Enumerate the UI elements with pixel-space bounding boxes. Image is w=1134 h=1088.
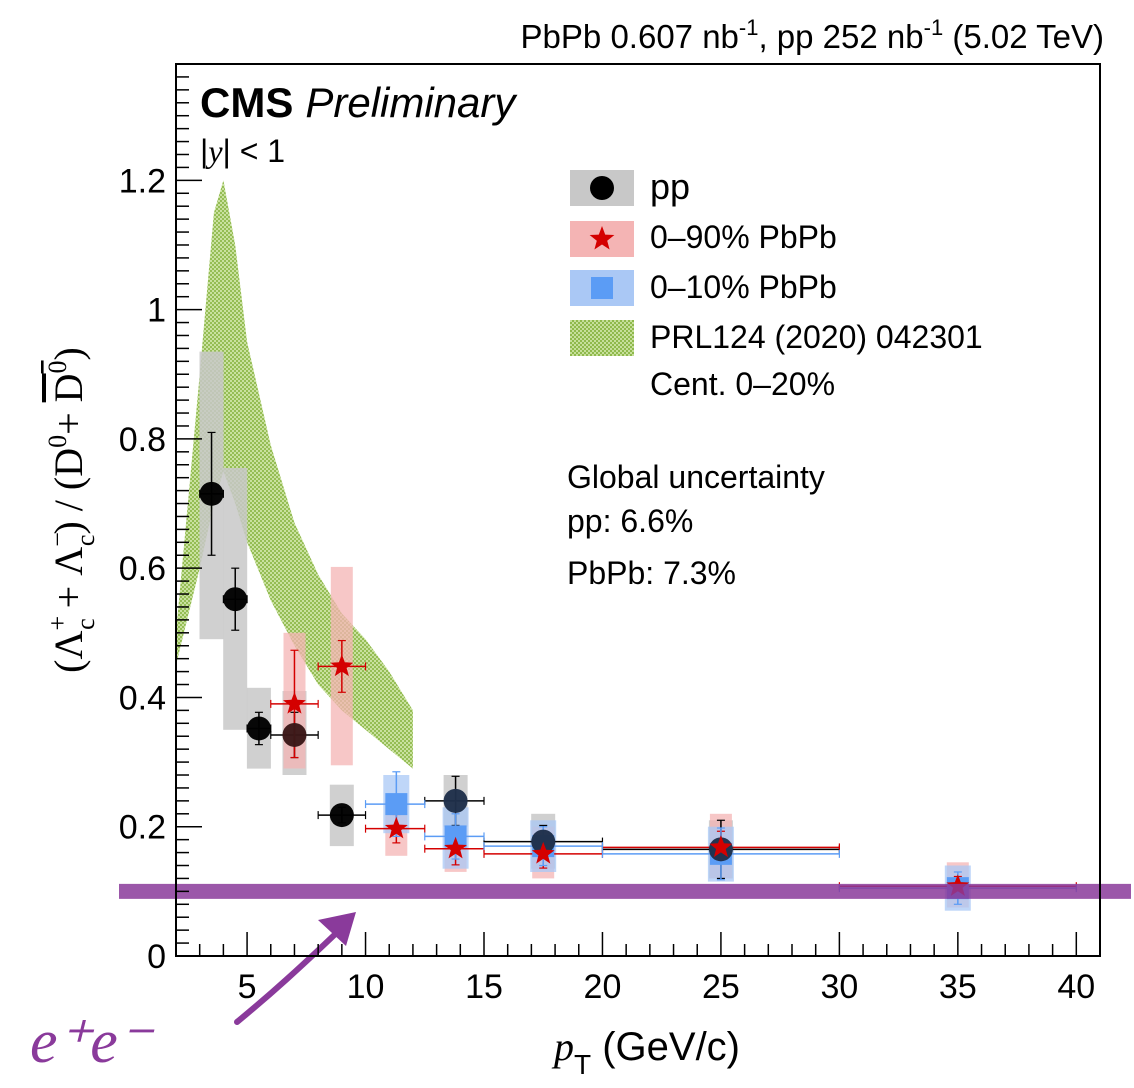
pbpb-0-90-point-2 (384, 816, 408, 839)
legend-marker-star (589, 226, 615, 250)
global-uncertainty-pbpb: PbPb: 7.3% (567, 555, 736, 591)
y-tick-label-6: 1.2 (119, 162, 166, 200)
legend-marker-square (591, 277, 613, 299)
experiment-name: CMS (200, 79, 293, 126)
pp-point-1 (223, 587, 248, 612)
y-tick-label-3: 0.6 (119, 550, 166, 588)
y-tick-label-4: 0.8 (119, 421, 166, 459)
pp-point-5 (443, 788, 468, 813)
global-uncertainty-pp: pp: 6.6% (567, 503, 693, 539)
pbpb-0-90-point-4 (531, 841, 555, 864)
tick-labels: 5 10 15 20 25 30 35 40 0 0.2 0.4 0.6 0.8 1 1.2 (119, 162, 1095, 1006)
legend-entry-pp: pp (570, 166, 690, 207)
legend-marker-pp (590, 176, 614, 200)
legend-label-pbpb-0-90: 0–90% PbPb (650, 219, 837, 255)
legend-entry-model: PRL124 (2020) 042301 Cent. 0–20% (570, 319, 983, 402)
x-axis-title: pT (GeV/c) (551, 1024, 740, 1080)
legend-label-pbpb-0-10: 0–10% PbPb (650, 269, 837, 305)
x-tick-label-30: 30 (820, 968, 858, 1006)
pbpb-0-10-point-1 (444, 825, 467, 848)
legend-label-pp: pp (650, 166, 690, 207)
pbpb-0-90-point-1 (330, 654, 354, 677)
cms-label: CMS Preliminary (200, 79, 518, 126)
legend-entry-pbpb-0-10: 0–10% PbPb (570, 269, 837, 306)
legend-entry-pbpb-0-90: 0–90% PbPb (570, 219, 837, 257)
y-tick-label-1: 0.2 (119, 809, 166, 847)
pp-point-3 (282, 722, 307, 747)
data-markers (199, 481, 970, 900)
x-tick-label-20: 20 (584, 968, 622, 1006)
rapidity-cut: |y| < 1 (200, 133, 285, 169)
x-tick-label-40: 40 (1057, 968, 1095, 1006)
legend: pp 0–90% PbPb 0–10% PbPb PRL124 (2020) 0… (570, 166, 983, 402)
ee-arrow-shaft (234, 917, 353, 1025)
annotation-layer: e⁺e⁻ (30, 883, 1131, 1076)
pp-point-0 (199, 481, 224, 506)
pp-point-4 (329, 803, 354, 828)
axis-ticks (176, 76, 1101, 957)
pbpb-0-10-point-0 (385, 793, 408, 816)
pp-point-2 (246, 716, 271, 741)
global-uncertainty-title: Global uncertainty (567, 459, 825, 495)
global-uncertainty: Global uncertainty pp: 6.6% PbPb: 7.3% (567, 459, 825, 591)
plot-frame (175, 63, 1101, 957)
x-tick-label-25: 25 (702, 968, 740, 1006)
luminosity-header: PbPb 0.607 nb-1, pp 252 nb-1 (5.02 TeV) (521, 15, 1104, 55)
legend-box-model (570, 320, 634, 356)
y-tick-label-5: 1 (147, 292, 166, 330)
y-tick-label-0: 0 (147, 938, 166, 976)
x-tick-label-10: 10 (347, 968, 385, 1006)
legend-label-model: PRL124 (2020) 042301 (650, 319, 983, 355)
legend-model-note: Cent. 0–20% (650, 366, 835, 402)
model-band-layer (176, 180, 413, 769)
pp-point-6 (531, 829, 556, 854)
y-tick-label-2: 0.4 (119, 679, 166, 717)
ee-arrow-head (318, 912, 356, 946)
x-tick-label-35: 35 (939, 968, 977, 1006)
pbpb-0-90-point-5 (709, 835, 733, 858)
pbpb-0-90-point-3 (444, 836, 467, 859)
x-tick-label-5: 5 (238, 968, 257, 1006)
ee-label: e⁺e⁻ (30, 1008, 155, 1076)
pbpb-0-90-point-0 (283, 691, 306, 714)
y-axis-title: (Λ+c + Λ−c) / (D0+ D0) (43, 347, 100, 673)
model-band (176, 180, 413, 769)
status-label: Preliminary (305, 79, 518, 126)
x-tick-label-15: 15 (465, 968, 503, 1006)
